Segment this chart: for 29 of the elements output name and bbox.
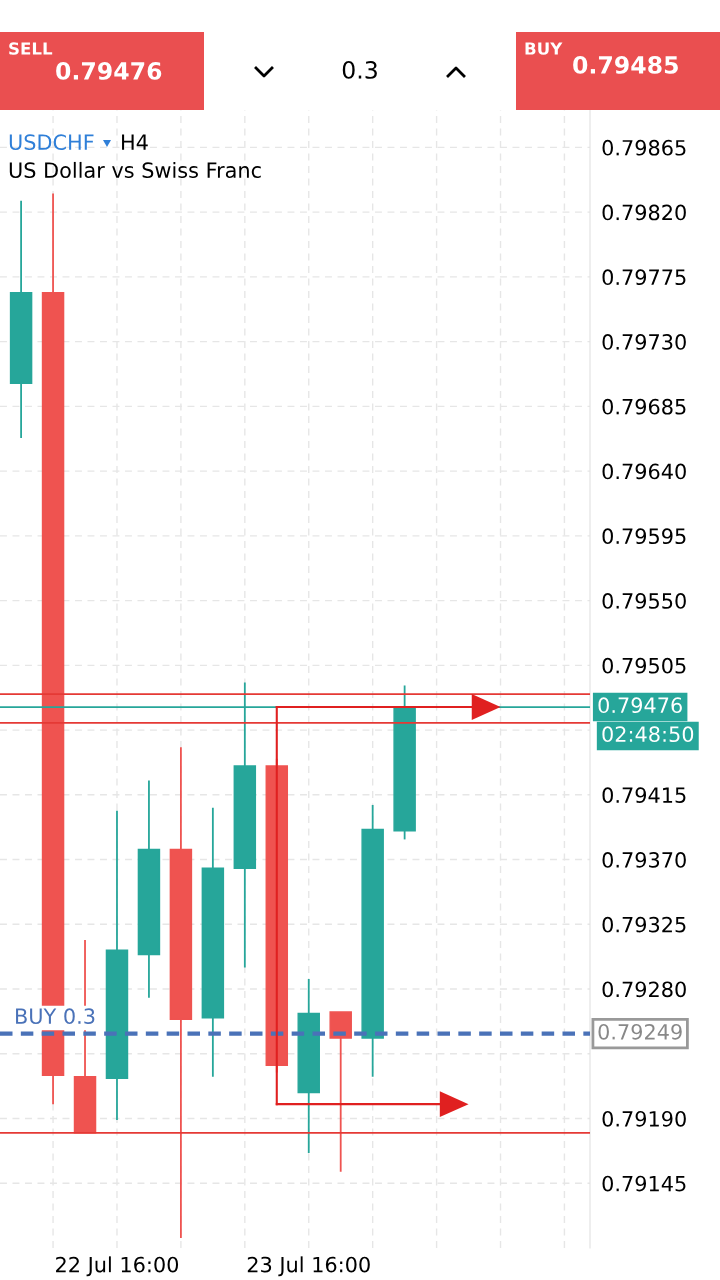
text: 0.79476 <box>56 61 162 80</box>
y-tick-label: 0.79775 <box>602 269 686 286</box>
y-tick-label: 0.79280 <box>602 981 686 998</box>
y-tick-label: 0.79640 <box>602 463 686 480</box>
text: 0.3 <box>342 60 377 79</box>
y-tick-label: 0.79325 <box>602 916 686 933</box>
ref-line-label: 0.79249 <box>598 1023 682 1040</box>
y-tick-label: 0.79190 <box>602 1110 686 1127</box>
text: 02:48:50 <box>602 726 694 743</box>
y-tick-label: 0.79730 <box>602 334 686 350</box>
x-tick-label: 22 Jul 16:00 <box>56 1256 179 1277</box>
y-tick-label: 0.79865 <box>602 139 686 156</box>
text: USDCHF <box>9 134 94 151</box>
y-tick-label: 0.79820 <box>602 204 686 221</box>
text: BUY <box>525 42 563 55</box>
y-tick-label: 0.79685 <box>602 398 686 415</box>
x-tick-label: 23 Jul 16:00 <box>247 1256 370 1277</box>
y-tick-label: 0.79370 <box>602 852 686 868</box>
y-tick-label: 0.79145 <box>602 1175 686 1192</box>
y-tick-label: 0.79505 <box>602 657 686 674</box>
text: 0.79485 <box>573 55 678 74</box>
ref-line-label: 0.79476 <box>598 697 682 714</box>
y-tick-label: 0.79415 <box>602 787 686 804</box>
y-tick-label: 0.79595 <box>602 528 686 545</box>
annotation: BUY 0.3 <box>16 1008 95 1025</box>
y-tick-label: 0.79550 <box>602 593 686 609</box>
text: US Dollar vs Swiss Franc <box>9 161 261 179</box>
text: SELL <box>9 42 53 55</box>
annotation: H4 <box>122 134 148 150</box>
